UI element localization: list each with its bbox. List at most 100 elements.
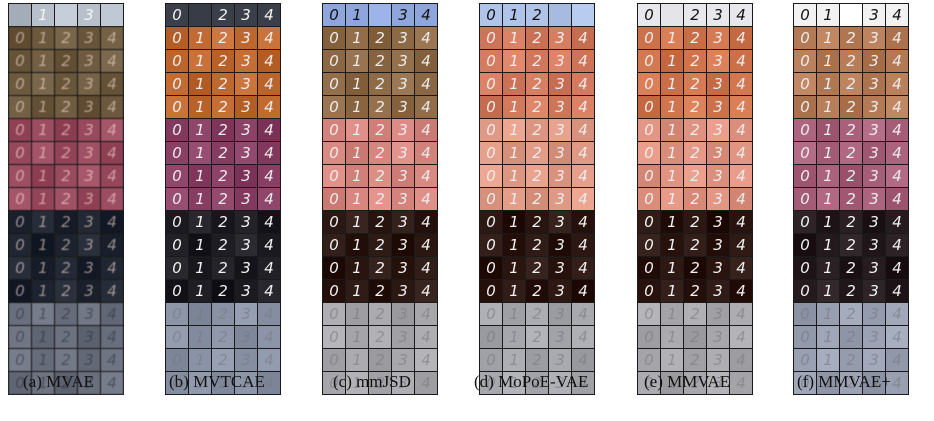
generated-digit-cell: 4 <box>258 73 280 95</box>
generated-digit-cell: 0 <box>9 257 31 279</box>
generated-digit-cell: 1 <box>817 257 839 279</box>
generated-digit-cell: 1 <box>817 234 839 256</box>
generated-digit-cell: 0 <box>323 96 345 118</box>
generated-digit-cell: 3 <box>549 27 571 49</box>
generated-digit-cell: 4 <box>415 119 437 141</box>
generated-digit-cell: 3 <box>392 50 414 72</box>
generated-digit-cell: 3 <box>235 188 257 210</box>
generated-digit-cell: 1 <box>661 372 683 394</box>
generated-digit-cell: 1 <box>189 188 211 210</box>
generated-digit-cell: 4 <box>572 257 594 279</box>
generated-digit-cell: 0 <box>794 119 816 141</box>
generated-digit-cell: 3 <box>78 165 100 187</box>
generated-digit-cell: 1 <box>189 372 211 394</box>
generated-digit-cell: 3 <box>549 119 571 141</box>
generated-digit-cell: 3 <box>392 142 414 164</box>
generated-digit-cell: 4 <box>730 326 752 348</box>
generated-digit-cell: 0 <box>794 326 816 348</box>
generated-digit-cell: 0 <box>480 96 502 118</box>
generated-digit-cell: 1 <box>817 188 839 210</box>
generated-digit-cell: 3 <box>78 27 100 49</box>
generated-digit-cell: 3 <box>549 326 571 348</box>
generated-digit-cell: 3 <box>549 303 571 325</box>
generated-digit-cell: 2 <box>55 280 77 302</box>
generated-digit-cell: 0 <box>480 142 502 164</box>
generated-digit-cell: 4 <box>258 119 280 141</box>
generated-digit-cell: 0 <box>323 188 345 210</box>
generated-digit-cell: 4 <box>258 234 280 256</box>
generated-digit-cell: 3 <box>392 27 414 49</box>
generated-digit-cell: 0 <box>166 165 188 187</box>
generated-digit-cell: 0 <box>480 27 502 49</box>
generated-digit-cell: 1 <box>661 326 683 348</box>
generated-digit-cell: 1 <box>32 188 54 210</box>
generated-digit-cell: 2 <box>212 372 234 394</box>
generated-digit-cell: 4 <box>101 349 123 371</box>
generated-digit-cell: 3 <box>78 50 100 72</box>
generated-digit-cell: 2 <box>55 303 77 325</box>
generated-digit-cell: 0 <box>794 372 816 394</box>
generated-digit-cell: 0 <box>166 257 188 279</box>
input-cell: 2 <box>684 4 706 26</box>
generated-digit-cell: 4 <box>730 96 752 118</box>
generated-digit-cell: 3 <box>707 119 729 141</box>
input-cell <box>189 4 211 26</box>
generated-digit-cell: 3 <box>863 257 885 279</box>
generated-digit-cell: 3 <box>235 303 257 325</box>
generated-digit-cell: 3 <box>549 188 571 210</box>
generated-digit-cell: 0 <box>794 73 816 95</box>
generated-digit-cell: 1 <box>817 165 839 187</box>
generated-digit-cell: 4 <box>730 27 752 49</box>
generated-digit-cell: 3 <box>707 257 729 279</box>
generated-digit-cell: 2 <box>684 142 706 164</box>
generated-digit-cell: 2 <box>55 326 77 348</box>
generated-digit-cell: 2 <box>212 303 234 325</box>
generated-digit-cell: 3 <box>863 303 885 325</box>
generated-digit-cell: 4 <box>258 326 280 348</box>
input-cell <box>572 4 594 26</box>
generated-digit-cell: 0 <box>638 211 660 233</box>
generated-digit-cell: 1 <box>346 188 368 210</box>
generated-digit-cell: 4 <box>572 119 594 141</box>
generated-digit-cell: 0 <box>166 27 188 49</box>
generated-digit-cell: 3 <box>707 372 729 394</box>
generated-digit-cell: 0 <box>166 372 188 394</box>
generated-digit-cell: 0 <box>323 257 345 279</box>
generated-digit-cell: 2 <box>369 326 391 348</box>
generated-digit-cell: 4 <box>886 142 908 164</box>
generated-digit-cell: 2 <box>212 165 234 187</box>
generated-digit-cell: 0 <box>166 326 188 348</box>
generated-digit-cell: 2 <box>526 73 548 95</box>
generated-digit-cell: 2 <box>526 27 548 49</box>
generated-digit-cell: 1 <box>817 372 839 394</box>
generated-digit-cell: 4 <box>886 372 908 394</box>
panel-caption: (b) MVTCAE <box>169 372 265 391</box>
generated-digit-cell: 0 <box>166 188 188 210</box>
generated-digit-cell: 1 <box>661 96 683 118</box>
generated-digit-cell: 3 <box>549 234 571 256</box>
generated-digit-cell: 3 <box>392 349 414 371</box>
generated-digit-cell: 0 <box>9 211 31 233</box>
generated-digit-cell: 2 <box>684 119 706 141</box>
input-cell: 0 <box>480 4 502 26</box>
generated-digit-cell: 1 <box>346 119 368 141</box>
generated-digit-cell: 1 <box>503 349 525 371</box>
generated-digit-cell: 0 <box>480 119 502 141</box>
generated-digit-cell: 2 <box>840 96 862 118</box>
generated-digit-cell: 2 <box>840 234 862 256</box>
generated-digit-cell: 2 <box>369 27 391 49</box>
generated-digit-cell: 4 <box>886 349 908 371</box>
generated-digit-cell: 2 <box>212 142 234 164</box>
generated-digit-cell: 3 <box>235 372 257 394</box>
generated-digit-cell: 4 <box>258 211 280 233</box>
generated-digit-cell: 2 <box>212 257 234 279</box>
panel-caption: (c) mmJSD <box>333 372 411 391</box>
generated-digit-cell: 3 <box>863 165 885 187</box>
generated-digit-cell: 1 <box>503 119 525 141</box>
generated-digit-cell: 2 <box>55 349 77 371</box>
generated-digit-cell: 4 <box>415 27 437 49</box>
generated-digit-cell: 0 <box>323 27 345 49</box>
generated-digit-cell: 4 <box>886 50 908 72</box>
